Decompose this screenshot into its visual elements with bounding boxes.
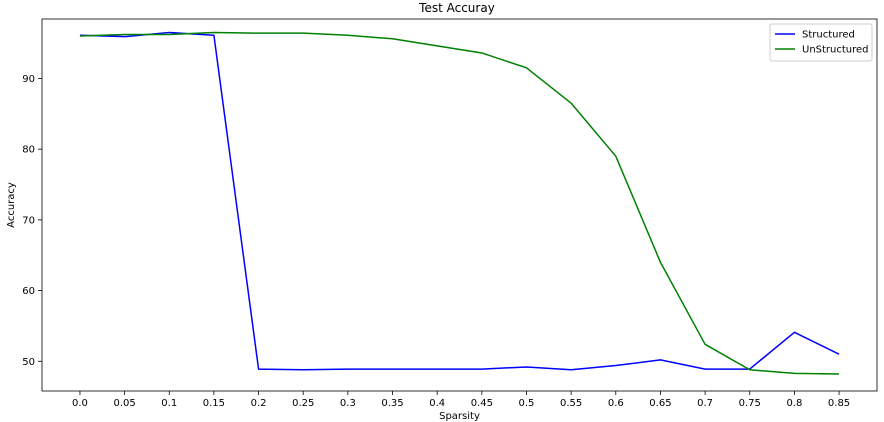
legend-label-structured: Structured	[802, 30, 855, 41]
y-tick-label: 60	[22, 286, 35, 297]
legend: Structured UnStructured	[769, 23, 873, 62]
y-tick-label: 90	[22, 74, 35, 85]
x-tick-label: 0.35	[381, 398, 403, 409]
series-line-structured	[79, 31, 840, 371]
series-line-unstructured	[79, 31, 840, 375]
chart-title: Test Accuray	[418, 1, 495, 15]
y-axis: 50 60 70 80 90	[22, 74, 42, 368]
y-tick-label: 70	[22, 215, 35, 226]
y-tick-label: 50	[22, 357, 35, 368]
series-lines	[79, 31, 840, 375]
legend-box	[769, 23, 873, 62]
legend-label-unstructured: UnStructured	[802, 45, 869, 56]
x-tick-label: 0.85	[828, 398, 850, 409]
x-axis-title: Sparsity	[439, 411, 480, 422]
x-tick-label: 0.45	[471, 398, 493, 409]
x-tick-label: 0.3	[340, 398, 356, 409]
x-tick-label: 0.4	[429, 398, 445, 409]
x-tick-label: 0.05	[113, 398, 135, 409]
x-tick-label: 0.65	[649, 398, 671, 409]
x-tick-label: 0.6	[608, 398, 624, 409]
x-tick-label: 0.15	[203, 398, 225, 409]
y-axis-title: Accuracy	[6, 182, 17, 228]
x-tick-label: 0.75	[739, 398, 761, 409]
x-tick-label: 0.2	[251, 398, 267, 409]
x-axis: 0.0 0.05 0.1 0.15 0.2 0.25 0.3 0.35 0.4 0.45 0.5 0.…	[72, 391, 850, 409]
x-tick-label: 0.1	[161, 398, 177, 409]
x-tick-label: 0.5	[519, 398, 535, 409]
plot-area	[41, 18, 878, 392]
x-tick-label: 0.55	[560, 398, 582, 409]
x-tick-label: 0.8	[786, 398, 802, 409]
x-tick-label: 0.0	[72, 398, 88, 409]
x-tick-label: 0.25	[292, 398, 314, 409]
y-tick-label: 80	[22, 145, 35, 156]
x-tick-label: 0.7	[697, 398, 713, 409]
